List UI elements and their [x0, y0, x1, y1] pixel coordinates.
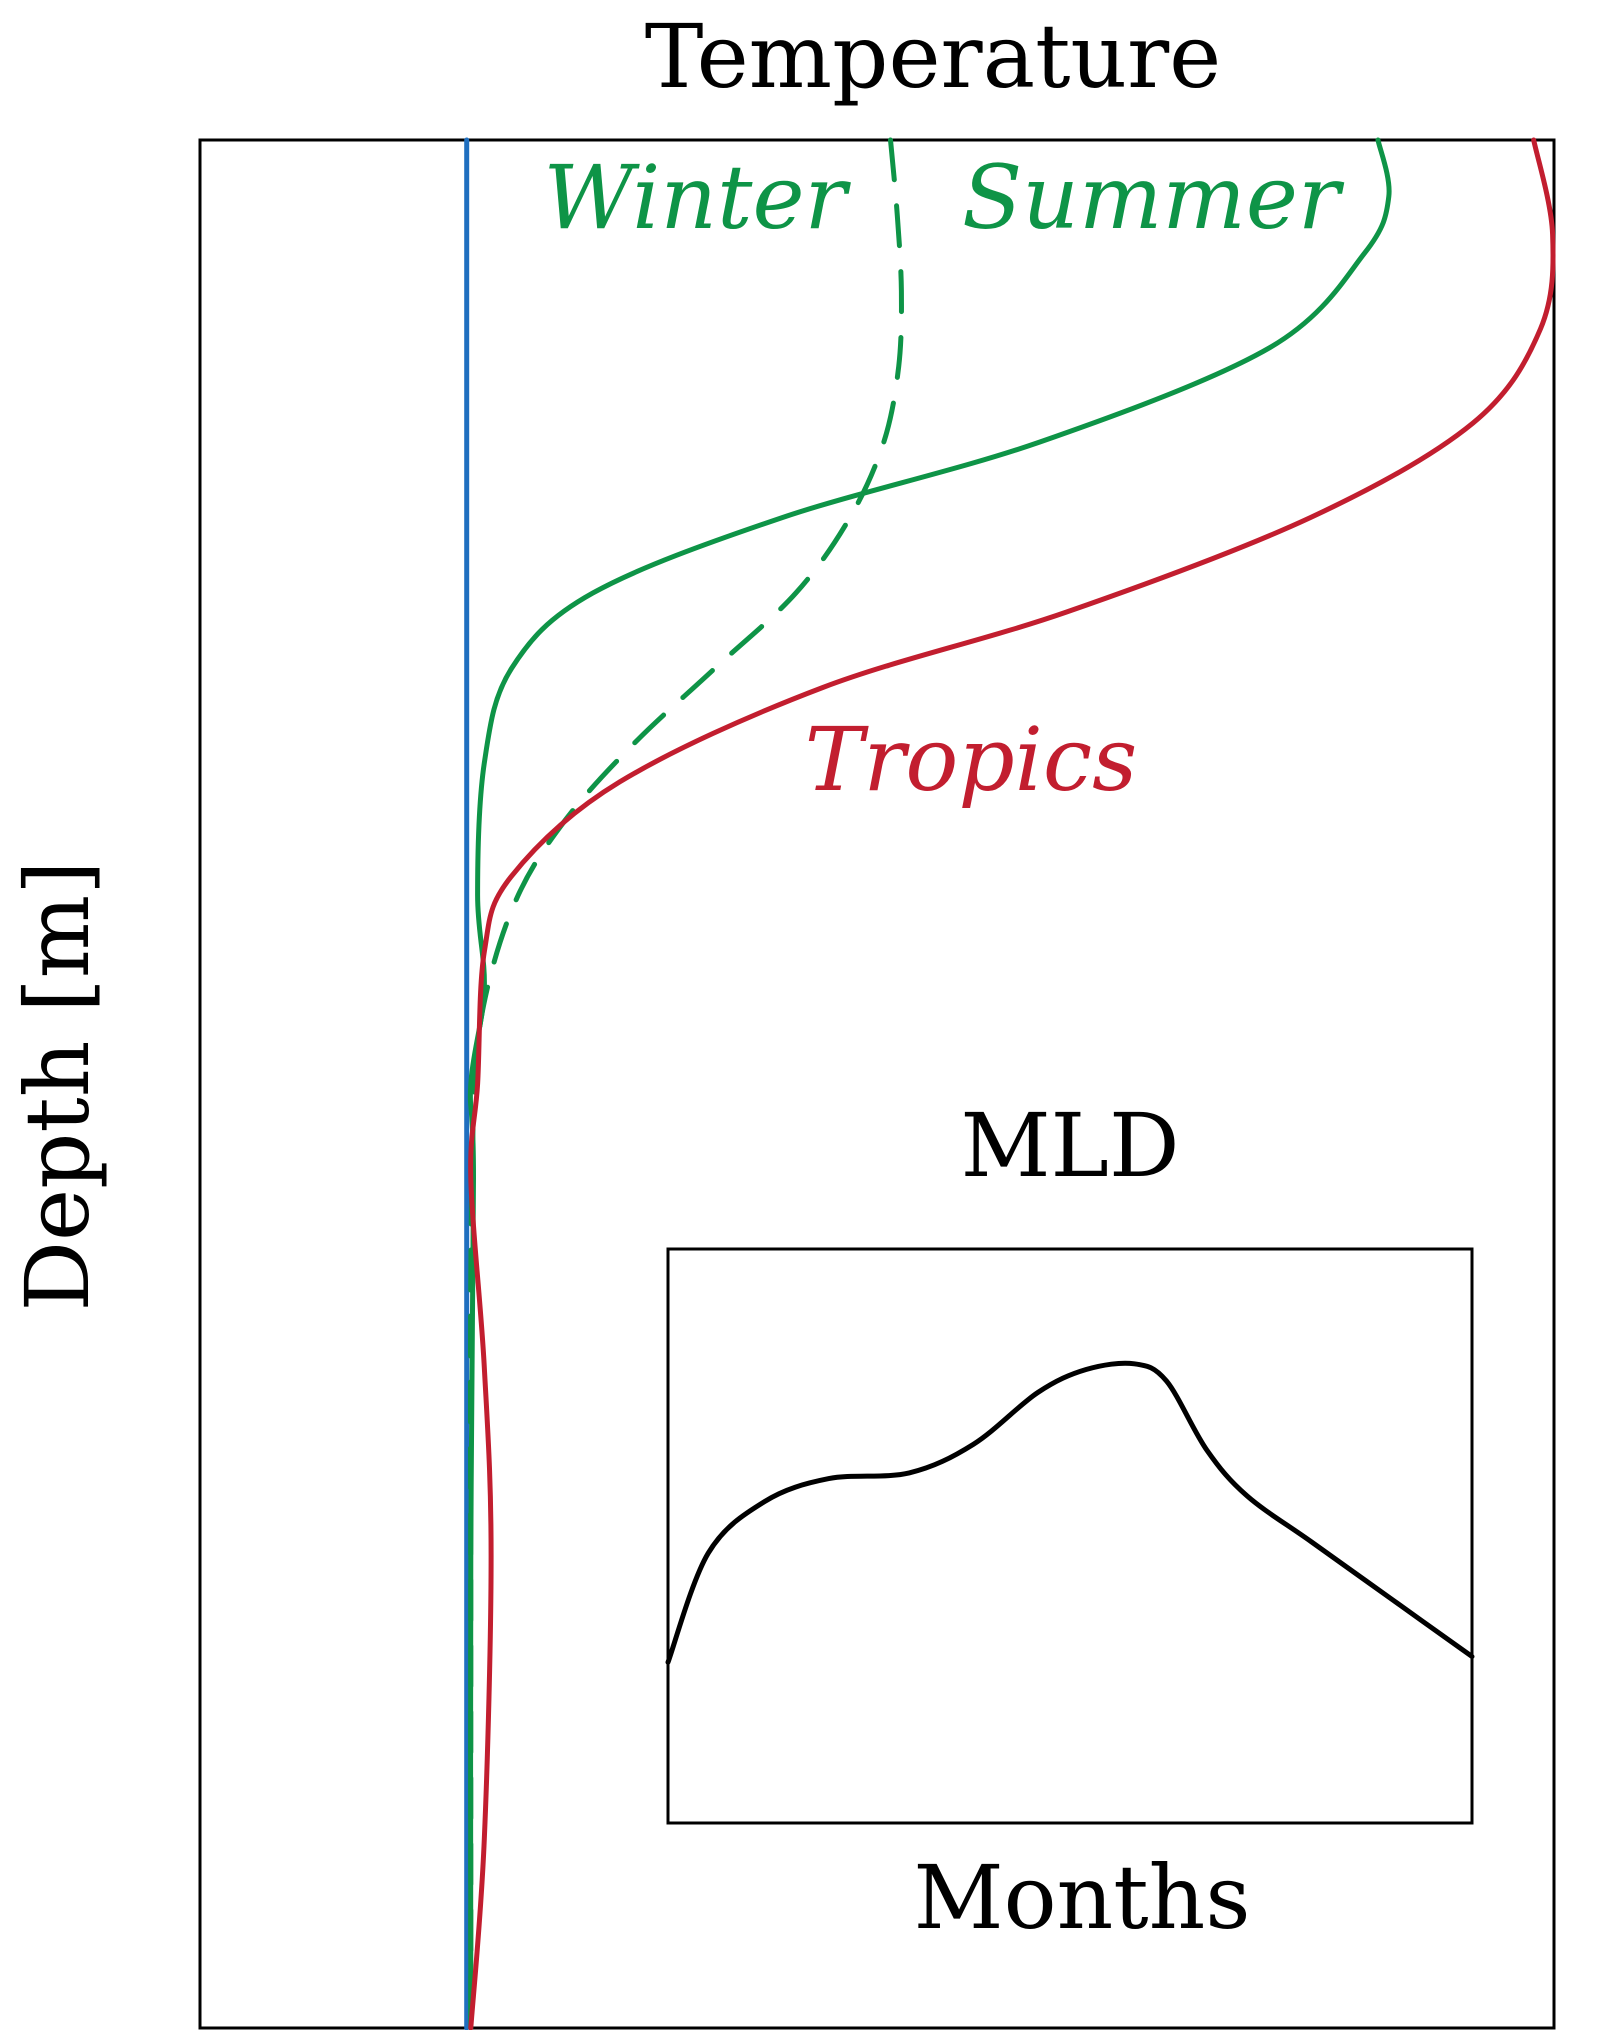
main-title: Temperature [645, 5, 1222, 108]
winter-annotation: Winter [543, 146, 851, 249]
y-axis-label: Depth [m] [6, 860, 109, 1311]
tropics-profile-line [468, 137, 1556, 2030]
inset-title: MLD [960, 1094, 1179, 1197]
mld-inset-panel: MLD Months [665, 1094, 1475, 1949]
inset-x-axis-label: Months [914, 1846, 1251, 1949]
winter-profile-line [467, 137, 904, 2030]
summer-annotation: Summer [962, 146, 1345, 249]
temperature-series-group [464, 137, 1556, 2030]
mld-annual-cycle-line [665, 1360, 1475, 1665]
tropics-annotation: Tropics [805, 708, 1138, 811]
temperature-panel: Temperature Depth [m] Winter Summer Trop… [6, 5, 1556, 2030]
summer-profile-line [467, 137, 1392, 2030]
inset-background [668, 1249, 1472, 1823]
inset-plot-frame [666, 1247, 1474, 1825]
main-plot-frame [198, 138, 1556, 2030]
mld-series-group [665, 1360, 1475, 1665]
